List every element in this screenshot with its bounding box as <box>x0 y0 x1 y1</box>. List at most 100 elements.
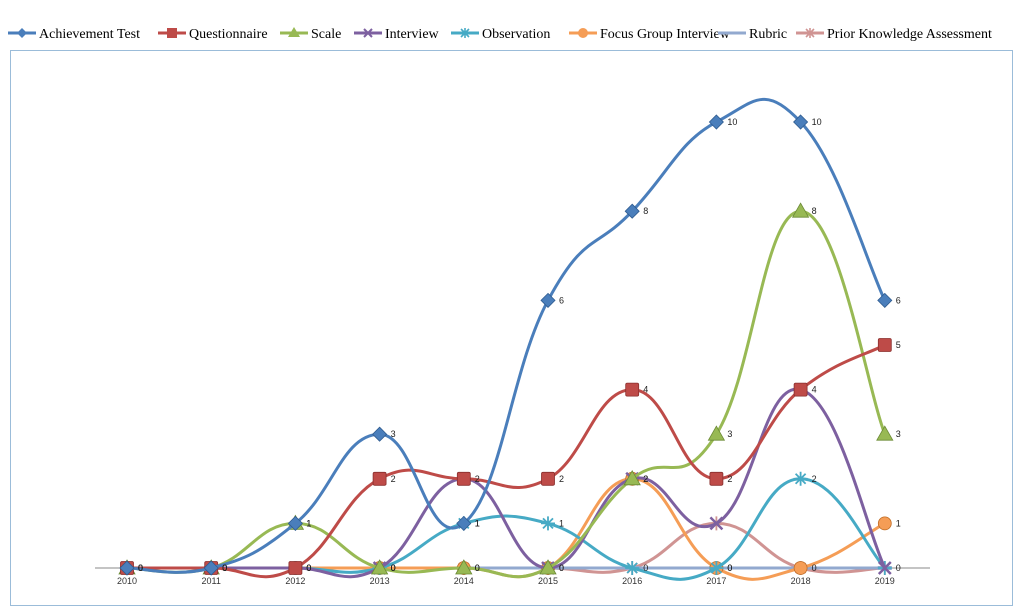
x-tick-label: 2019 <box>875 576 895 586</box>
data-label: 0 <box>475 563 480 573</box>
data-point <box>709 561 724 575</box>
data-label: 5 <box>896 340 901 350</box>
data-label: 0 <box>306 563 311 573</box>
data-label: 8 <box>812 206 817 216</box>
data-label: 0 <box>306 563 311 573</box>
legend-marker <box>167 28 177 38</box>
data-point <box>624 203 640 219</box>
legend-label: Prior Knowledge Assessment <box>827 27 992 42</box>
data-point <box>287 515 303 531</box>
x-tick-label: 2018 <box>791 576 811 586</box>
data-label: 0 <box>391 563 396 573</box>
data-point <box>876 425 894 441</box>
x-tick-label: 2017 <box>706 576 726 586</box>
data-point <box>541 471 555 486</box>
legend-item-observation: Observation <box>451 27 550 42</box>
data-point <box>455 559 473 575</box>
data-label: 2 <box>559 474 564 484</box>
data-label: 3 <box>391 429 396 439</box>
data-label: 0 <box>138 563 143 573</box>
x-tick-label: 2012 <box>285 576 305 586</box>
data-point <box>539 559 557 575</box>
data-label: 0 <box>727 563 732 573</box>
data-point <box>370 559 389 575</box>
legend-item-rubric: Rubric <box>718 27 787 42</box>
data-point <box>793 471 808 486</box>
data-point <box>541 516 555 531</box>
data-label: 2 <box>643 474 648 484</box>
data-label: 2 <box>812 474 817 484</box>
data-label: 0 <box>138 563 143 573</box>
legend-marker <box>578 28 588 38</box>
legend-item-achievement-test: Achievement Test <box>8 27 140 42</box>
legend-label: Observation <box>482 27 550 42</box>
data-label: 1 <box>306 518 311 528</box>
legend-marker <box>363 28 373 38</box>
x-tick-label: 2014 <box>454 576 474 586</box>
data-label: 1 <box>475 518 480 528</box>
x-tick-label: 2011 <box>202 576 221 586</box>
series-achievement-test <box>119 97 893 576</box>
data-label: 0 <box>812 563 817 573</box>
series-line <box>125 477 887 581</box>
data-label: 0 <box>559 563 564 573</box>
data-label: 6 <box>559 295 564 305</box>
legend-item-scale: Scale <box>280 27 341 42</box>
legend-label: Rubric <box>749 27 787 42</box>
data-label: 4 <box>643 385 648 395</box>
legend-item-questionnaire: Questionnaire <box>158 27 268 42</box>
data-label: 2 <box>475 474 480 484</box>
data-label: 2 <box>643 474 648 484</box>
data-label: 0 <box>727 563 732 573</box>
data-label: 0 <box>222 563 227 573</box>
data-label: 0 <box>138 563 143 573</box>
data-label: 3 <box>896 429 901 439</box>
data-label: 0 <box>896 563 901 573</box>
legend-marker <box>805 28 815 38</box>
series-line <box>125 521 887 574</box>
series-interview <box>120 382 892 579</box>
data-label: 8 <box>643 206 648 216</box>
data-label: 6 <box>896 295 901 305</box>
data-point <box>288 561 303 575</box>
data-point <box>877 292 893 308</box>
x-tick-label: 2015 <box>538 576 558 586</box>
x-tick-label: 2010 <box>117 576 137 586</box>
data-label: 1 <box>306 518 311 528</box>
data-label: 1 <box>559 518 564 528</box>
data-label: 4 <box>812 385 817 395</box>
data-point <box>456 471 471 486</box>
data-label: 0 <box>306 563 311 573</box>
data-point <box>625 382 640 397</box>
data-point <box>707 425 726 441</box>
data-label: 10 <box>812 117 822 127</box>
legend-item-focus-group-interview: Focus Group Interview <box>569 27 731 42</box>
data-point <box>877 516 892 531</box>
legend-label: Scale <box>311 27 341 42</box>
data-label: 0 <box>391 563 396 573</box>
legend-item-prior-knowledge-assessment: Prior Knowledge Assessment <box>796 27 992 42</box>
data-point <box>793 561 808 575</box>
data-point <box>625 561 640 575</box>
data-label: 1 <box>475 518 480 528</box>
legend-label: Interview <box>385 27 440 42</box>
data-label: 2 <box>727 474 732 484</box>
data-point <box>709 471 724 486</box>
legend-item-interview: Interview <box>354 27 440 42</box>
data-label: 2 <box>391 474 396 484</box>
data-point <box>877 338 892 352</box>
data-point <box>540 292 556 308</box>
series-line <box>125 209 887 579</box>
series-line <box>125 97 887 574</box>
data-label: 10 <box>727 117 737 127</box>
series-questionnaire <box>120 338 892 579</box>
chart-frame <box>10 50 1013 606</box>
data-label: 0 <box>222 563 227 573</box>
data-label: 0 <box>222 563 227 573</box>
x-tick-label: 2013 <box>370 576 390 586</box>
data-point <box>877 561 892 575</box>
legend-label: Questionnaire <box>189 27 268 42</box>
data-label: 1 <box>896 518 901 528</box>
data-point <box>372 471 387 486</box>
data-label: 0 <box>138 563 143 573</box>
